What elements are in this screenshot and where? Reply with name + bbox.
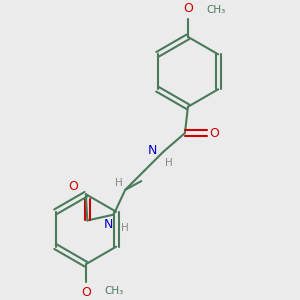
Text: N: N xyxy=(147,144,157,157)
Text: O: O xyxy=(209,127,219,140)
Text: O: O xyxy=(68,180,78,193)
Text: H: H xyxy=(165,158,172,168)
Text: CH₃: CH₃ xyxy=(207,5,226,15)
Text: O: O xyxy=(183,2,193,15)
Text: H: H xyxy=(121,224,129,233)
Text: H: H xyxy=(115,178,122,188)
Text: O: O xyxy=(81,286,91,299)
Text: CH₃: CH₃ xyxy=(105,286,124,296)
Text: N: N xyxy=(104,218,114,231)
